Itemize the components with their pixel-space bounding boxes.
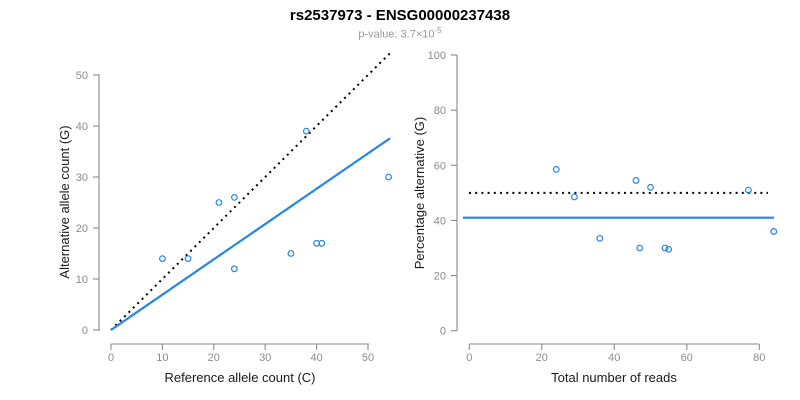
p-value-exponent: -5 [434, 26, 442, 35]
data-point [596, 234, 604, 242]
data-point [184, 255, 192, 263]
y-tick-label: 100 [428, 50, 446, 62]
x-tick-label: 0 [466, 352, 472, 364]
data-point [385, 173, 392, 181]
y-axis-title: Alternative allele count (G) [57, 125, 72, 278]
right-plot: 0 20 40 60 80 0 20 40 60 80 100 Total number of rea… [412, 50, 778, 385]
data-point [230, 193, 238, 201]
figure-title: rs2537973 - ENSG00000237438 [289, 7, 511, 24]
y-tick-label: 80 [434, 105, 446, 117]
x-tick-label: 40 [608, 352, 620, 364]
data-point [661, 244, 669, 252]
fit-line [110, 137, 391, 331]
data-point [632, 177, 640, 184]
y-tick-label: 50 [76, 70, 88, 82]
x-tick-label: 10 [156, 352, 168, 364]
data-point [215, 199, 223, 206]
x-axis-title: Reference allele count (C) [164, 370, 315, 385]
p-value-text: p-value: 3.7×10 [358, 28, 435, 41]
data-point [230, 265, 238, 273]
data-point [287, 250, 295, 257]
identity-line [110, 52, 391, 331]
y-tick-label: 20 [434, 271, 446, 283]
y-tick-label: 60 [434, 160, 446, 172]
y-tick-label: 40 [434, 215, 446, 227]
left-plot: 0 10 20 30 40 50 0 10 20 30 40 50 Reference allele c… [57, 52, 392, 385]
y-tick-label: 30 [76, 172, 88, 184]
data-point [571, 193, 578, 201]
x-tick-label: 60 [681, 352, 693, 364]
x-tick-label: 20 [536, 352, 548, 364]
x-tick-label: 80 [753, 352, 765, 364]
data-point [647, 183, 654, 191]
x-tick-label: 20 [208, 352, 220, 364]
x-axis-title: Total number of reads [551, 370, 677, 385]
y-tick-label: 20 [76, 223, 88, 235]
data-point [158, 255, 166, 263]
data-point [745, 186, 752, 194]
y-tick-label: 40 [76, 121, 88, 133]
x-tick-label: 50 [362, 352, 374, 364]
data-point [552, 166, 560, 173]
x-tick-label: 30 [259, 352, 271, 364]
x-tick-label: 0 [108, 352, 114, 364]
data-point [636, 244, 644, 252]
data-point [770, 228, 778, 235]
y-axis-title: Percentage alternative (G) [412, 117, 427, 269]
data-point [665, 245, 673, 253]
data-point [318, 239, 326, 247]
data-point [302, 127, 310, 135]
y-tick-label: 0 [82, 325, 88, 337]
y-tick-label: 0 [440, 326, 446, 338]
y-tick-label: 10 [76, 274, 88, 286]
p-value-subtitle: p-value: 3.7×10-5 [0, 26, 800, 41]
x-tick-label: 40 [310, 352, 322, 364]
